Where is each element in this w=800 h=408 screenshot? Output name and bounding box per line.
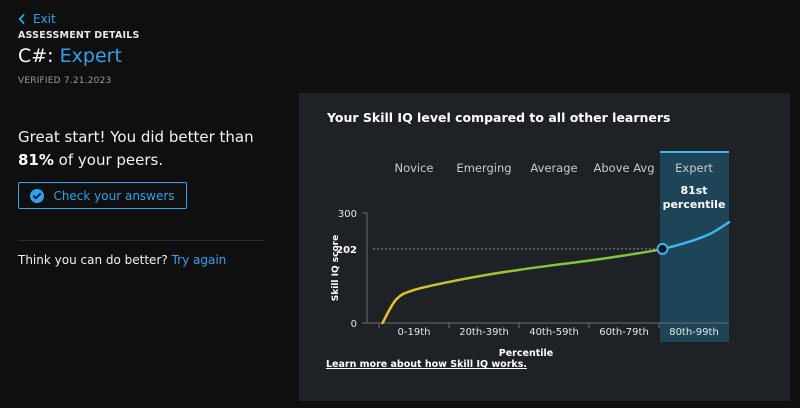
skill-iq-chart: Novice Emerging Average Above Avg Expert 0 300… (331, 151, 731, 359)
category-label: Above Avg (593, 161, 654, 175)
x-tick-label: 80th-99th (669, 327, 719, 338)
result-summary: Great start! You did better than 81% of … (18, 126, 278, 172)
y-tick-label: 300 (338, 209, 357, 220)
verified-date: VERIFIED 7.21.2023 (18, 76, 112, 86)
result-text-before: Great start! You did better than (18, 128, 254, 146)
check-answers-button[interactable]: Check your answers (18, 182, 187, 209)
percentile-marker (656, 242, 669, 255)
skill-name: C#: (18, 45, 60, 67)
y-axis-label: Skill IQ score (331, 235, 341, 301)
category-label: Emerging (456, 161, 511, 175)
page-eyebrow: ASSESSMENT DETAILS (18, 30, 140, 41)
try-again-link[interactable]: Try again (171, 253, 227, 267)
x-axis-label: Percentile (499, 348, 553, 359)
page-title: C#: Expert (18, 45, 122, 67)
x-tick-label: 60th-79th (599, 327, 649, 338)
exit-link[interactable]: Exit (18, 12, 56, 26)
chevron-left-icon (18, 14, 25, 24)
check-circle-icon (30, 188, 45, 203)
retry-prompt: Think you can do better? (18, 253, 168, 267)
skill-level: Expert (59, 45, 122, 67)
y-tick-label: 0 (351, 319, 357, 330)
exit-label: Exit (33, 12, 56, 26)
skill-iq-panel: Your Skill IQ level compared to all othe… (299, 93, 790, 401)
percentile-label-line2: percentile (663, 198, 726, 211)
category-label: Novice (394, 161, 433, 175)
expert-band-top-border (660, 151, 729, 153)
category-label: Average (530, 161, 577, 175)
score-label: 202 (336, 245, 357, 256)
category-label: Expert (675, 161, 713, 175)
learn-more-link[interactable]: Learn more about how Skill IQ works. (326, 359, 527, 370)
retry-row: Think you can do better? Try again (18, 253, 226, 267)
x-tick-label: 40th-59th (529, 327, 579, 338)
result-percent: 81% (18, 151, 54, 169)
result-text-after: of your peers. (53, 151, 164, 169)
panel-title: Your Skill IQ level compared to all othe… (327, 110, 671, 125)
x-tick-label: 20th-39th (459, 327, 509, 338)
percentile-label-line1: 81st (680, 184, 707, 197)
skill-iq-curve (381, 220, 731, 325)
check-answers-label: Check your answers (53, 188, 175, 203)
divider (18, 240, 265, 241)
x-tick-label: 0-19th (398, 327, 431, 338)
